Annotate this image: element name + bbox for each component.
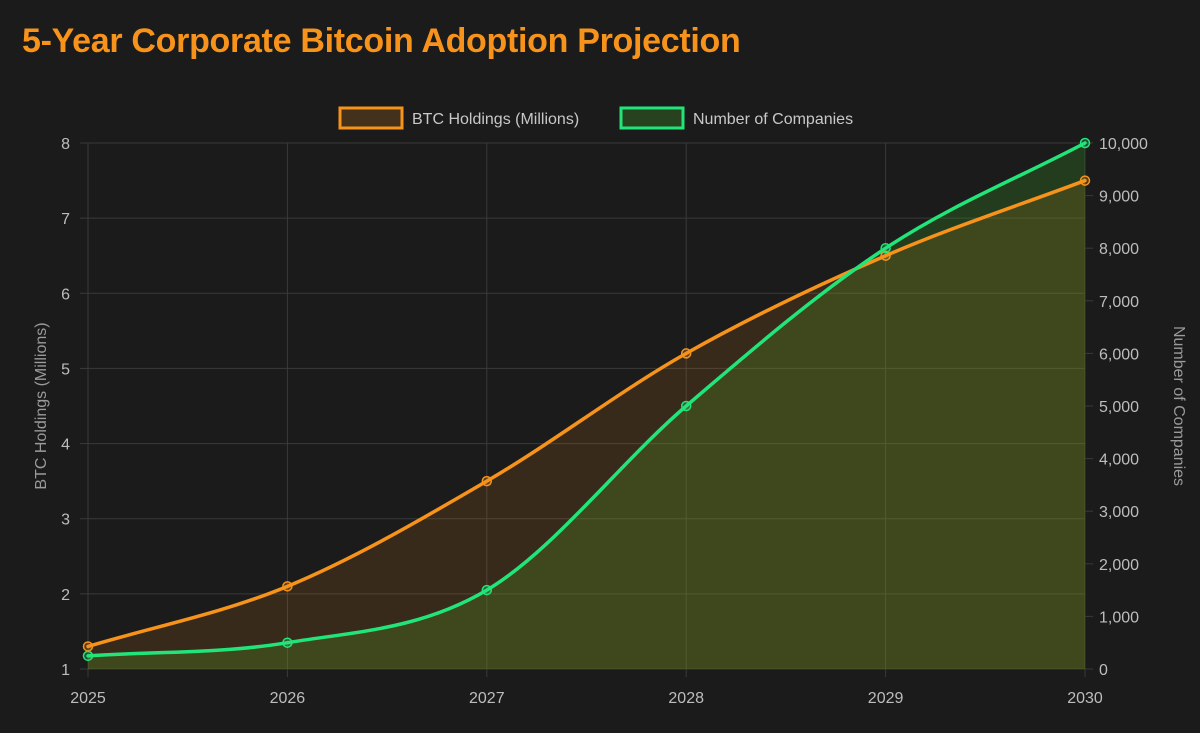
companies-point-2028[interactable] — [680, 400, 692, 412]
right-axis-tick-label: 0 — [1099, 662, 1108, 679]
companies-area-fill — [88, 143, 1085, 669]
left-axis-tick-label: 6 — [61, 286, 70, 303]
area-fills — [88, 143, 1085, 670]
companies-line — [86, 141, 1087, 658]
x-axis-tick-label: 2030 — [1067, 690, 1103, 707]
legend-item-companies-swatch — [619, 106, 685, 130]
right-axis-tick-label: 2,000 — [1099, 557, 1139, 574]
btc-point-2026[interactable] — [282, 581, 293, 592]
legend-item-btc[interactable]: BTC Holdings (Millions) — [338, 106, 579, 130]
right-axis-tick-label: 8,000 — [1099, 241, 1139, 258]
btc-point-2030[interactable] — [1079, 175, 1091, 186]
left-axis-tick-label: 3 — [61, 512, 70, 529]
right-axis-tick-label: 5,000 — [1099, 399, 1139, 416]
left-axis-tick-label: 7 — [61, 211, 70, 228]
x-axis-tick-label: 2027 — [469, 690, 505, 707]
btc-point-2025[interactable] — [82, 641, 94, 652]
left-axis-title: BTC Holdings (Millions) — [33, 322, 50, 489]
left-axis-tick-label: 5 — [61, 361, 70, 378]
legend-item-companies[interactable]: Number of Companies — [619, 106, 853, 130]
left-axis-tick-label: 4 — [61, 437, 70, 454]
axis-titles: BTC Holdings (Millions) Number of Compani… — [33, 322, 1187, 489]
left-axis-tick-label: 2 — [61, 587, 70, 604]
right-axis-title: Number of Companies — [1170, 326, 1187, 486]
btc-holdings-line — [86, 178, 1087, 649]
btc-point-2028[interactable] — [680, 348, 692, 359]
series-lines — [86, 141, 1087, 658]
companies-point-2029[interactable] — [880, 242, 891, 254]
legend-item-btc-label: BTC Holdings (Millions) — [412, 111, 579, 128]
right-axis-tick-label: 7,000 — [1099, 294, 1139, 311]
right-axis-tick-label: 1,000 — [1099, 609, 1139, 626]
companies-point-2027[interactable] — [481, 584, 493, 596]
left-axis-tick-label: 1 — [61, 662, 70, 679]
right-axis-tick-label: 4,000 — [1099, 452, 1139, 469]
data-points — [82, 137, 1091, 662]
btc-point-2027[interactable] — [481, 475, 493, 487]
companies-point-2026[interactable] — [282, 637, 293, 648]
chart-title: 5-Year Corporate Bitcoin Adoption Projec… — [22, 22, 741, 60]
legend-item-companies-label: Number of Companies — [693, 111, 853, 128]
right-axis-tick-label: 3,000 — [1099, 504, 1139, 521]
x-axis-tick-label: 2028 — [668, 690, 704, 707]
x-axis-tick-label: 2026 — [270, 690, 306, 707]
right-axis-tick-label: 10,000 — [1099, 136, 1148, 153]
right-axis-tick-label: 6,000 — [1099, 346, 1139, 363]
tick-labels: 1 2 3 4 5 6 7 8 0 1,000 2,000 3,000 4,000 5,000 6,000 7… — [61, 136, 1148, 707]
legend: BTC Holdings (Millions) Number of Compani… — [338, 106, 853, 130]
btc-point-2029[interactable] — [880, 250, 891, 261]
companies-point-2030[interactable] — [1079, 137, 1091, 149]
companies-point-2025[interactable] — [82, 650, 94, 662]
legend-item-btc-swatch — [338, 106, 404, 130]
btc-area-fill — [88, 180, 1085, 670]
x-axis-tick-label: 2025 — [70, 690, 106, 707]
right-axis-tick-label: 9,000 — [1099, 189, 1139, 206]
left-axis-tick-label: 8 — [61, 136, 70, 153]
x-axis-tick-label: 2029 — [868, 690, 904, 707]
